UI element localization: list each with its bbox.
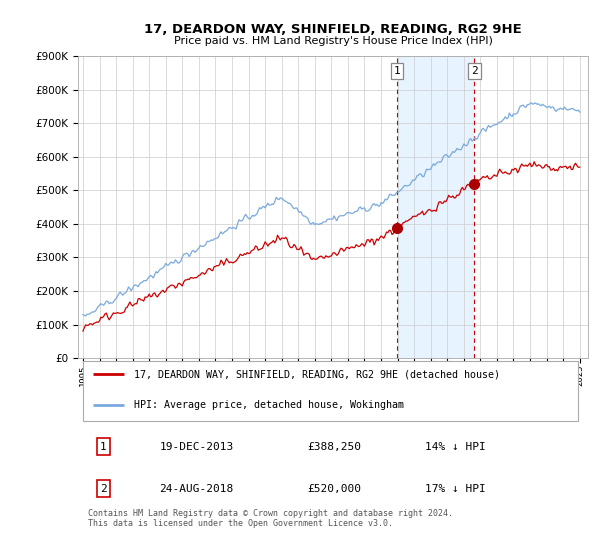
Text: Contains HM Land Registry data © Crown copyright and database right 2024.
This d: Contains HM Land Registry data © Crown c… <box>88 509 453 529</box>
Text: 17, DEARDON WAY, SHINFIELD, READING, RG2 9HE (detached house): 17, DEARDON WAY, SHINFIELD, READING, RG2… <box>134 370 500 380</box>
Text: Price paid vs. HM Land Registry's House Price Index (HPI): Price paid vs. HM Land Registry's House … <box>173 36 493 46</box>
Text: £388,250: £388,250 <box>308 442 361 452</box>
Text: 17% ↓ HPI: 17% ↓ HPI <box>425 483 485 493</box>
Text: 1: 1 <box>394 66 400 76</box>
Text: 2: 2 <box>100 483 107 493</box>
Text: 19-DEC-2013: 19-DEC-2013 <box>160 442 234 452</box>
Text: £520,000: £520,000 <box>308 483 361 493</box>
Text: HPI: Average price, detached house, Wokingham: HPI: Average price, detached house, Woki… <box>134 400 404 410</box>
Text: 14% ↓ HPI: 14% ↓ HPI <box>425 442 485 452</box>
Text: 2: 2 <box>471 66 478 76</box>
Text: 1: 1 <box>100 442 107 452</box>
Text: 24-AUG-2018: 24-AUG-2018 <box>160 483 234 493</box>
FancyBboxPatch shape <box>83 361 578 421</box>
Text: 17, DEARDON WAY, SHINFIELD, READING, RG2 9HE: 17, DEARDON WAY, SHINFIELD, READING, RG2… <box>144 24 522 36</box>
